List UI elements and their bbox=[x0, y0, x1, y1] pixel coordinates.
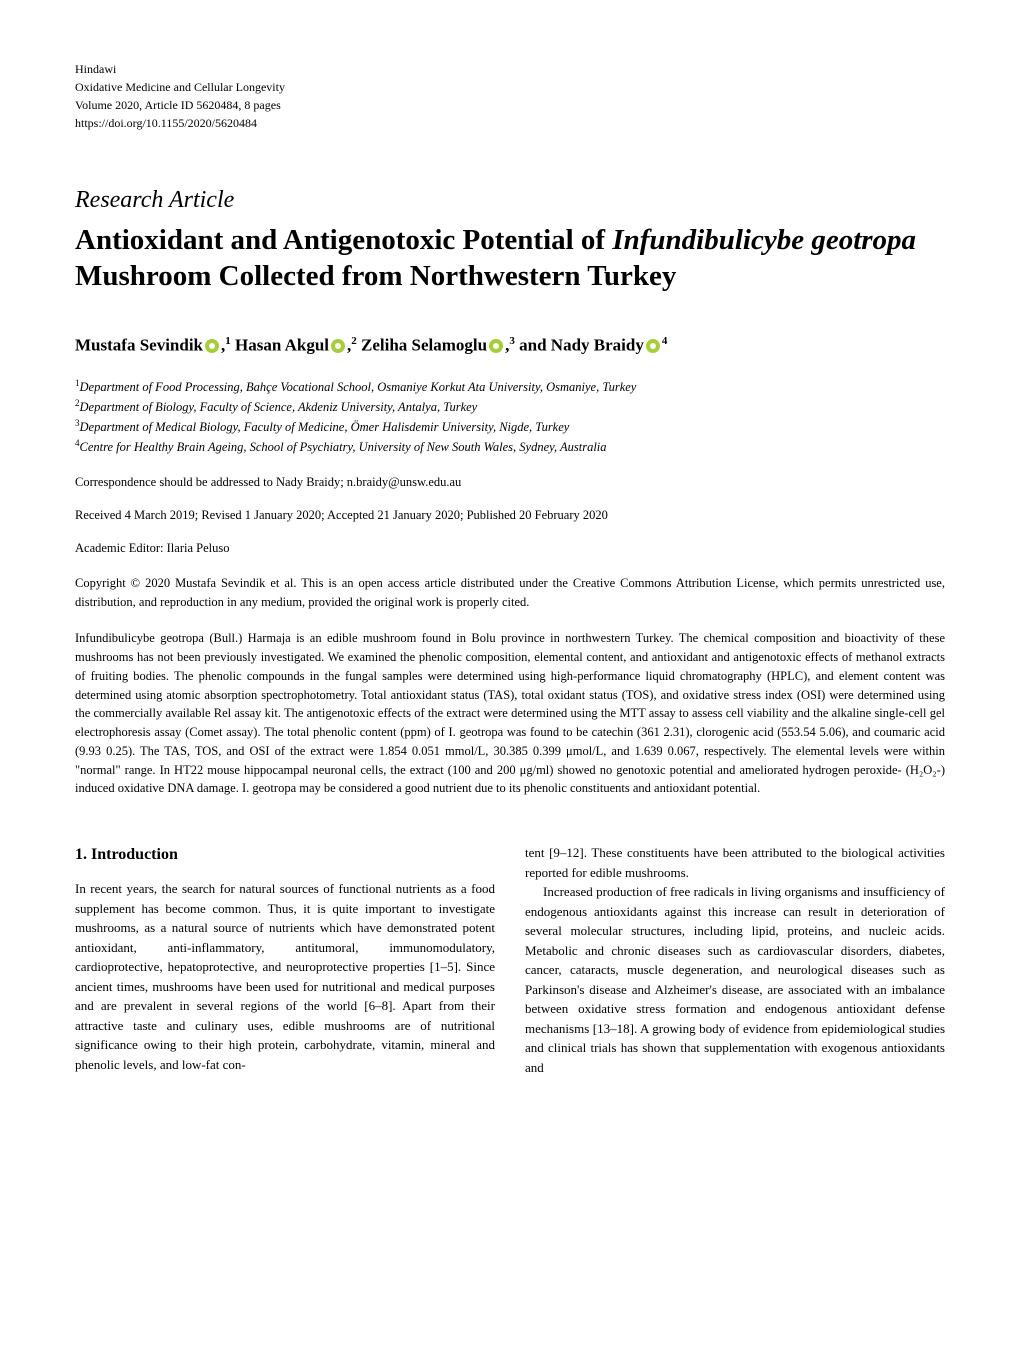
journal-info: Hindawi Oxidative Medicine and Cellular … bbox=[75, 60, 945, 132]
intro-paragraph-1-cont: tent [9–12]. These constituents have bee… bbox=[525, 843, 945, 882]
title-part2: Mushroom Collected from Northwestern Tur… bbox=[75, 260, 676, 292]
author-3: Zeliha Selamoglu bbox=[361, 335, 487, 354]
publisher: Hindawi bbox=[75, 60, 945, 78]
author-2-sup: 2 bbox=[351, 335, 357, 347]
article-type: Research Article bbox=[75, 187, 945, 214]
orcid-icon bbox=[331, 339, 345, 353]
academic-editor: Academic Editor: Ilaria Peluso bbox=[75, 541, 945, 556]
affiliations: 1Department of Food Processing, Bahçe Vo… bbox=[75, 377, 945, 457]
intro-paragraph-2: Increased production of free radicals in… bbox=[525, 882, 945, 1077]
authors: Mustafa Sevindik,1 Hasan Akgul,2 Zeliha … bbox=[75, 335, 945, 356]
column-right: tent [9–12]. These constituents have bee… bbox=[525, 843, 945, 1077]
affiliation-3: 3Department of Medical Biology, Faculty … bbox=[75, 417, 945, 437]
body-columns: 1. Introduction In recent years, the sea… bbox=[75, 843, 945, 1077]
article-title: Antioxidant and Antigenotoxic Potential … bbox=[75, 222, 945, 295]
dates: Received 4 March 2019; Revised 1 January… bbox=[75, 508, 945, 523]
title-italic: Infundibulicybe geotropa bbox=[612, 224, 916, 256]
abstract: Infundibulicybe geotropa (Bull.) Harmaja… bbox=[75, 629, 945, 798]
copyright: Copyright © 2020 Mustafa Sevindik et al.… bbox=[75, 574, 945, 612]
section-heading: 1. Introduction bbox=[75, 843, 495, 867]
author-and: and bbox=[515, 335, 551, 354]
correspondence: Correspondence should be addressed to Na… bbox=[75, 475, 945, 490]
orcid-icon bbox=[205, 339, 219, 353]
affiliation-1: 1Department of Food Processing, Bahçe Vo… bbox=[75, 377, 945, 397]
author-1: Mustafa Sevindik bbox=[75, 335, 203, 354]
volume-line: Volume 2020, Article ID 5620484, 8 pages bbox=[75, 96, 945, 114]
affiliation-4: 4Centre for Healthy Brain Ageing, School… bbox=[75, 437, 945, 457]
author-2: Hasan Akgul bbox=[235, 335, 329, 354]
orcid-icon bbox=[646, 339, 660, 353]
orcid-icon bbox=[489, 339, 503, 353]
doi: https://doi.org/10.1155/2020/5620484 bbox=[75, 114, 945, 132]
author-1-sup: 1 bbox=[225, 335, 231, 347]
author-4: Nady Braidy bbox=[551, 335, 644, 354]
column-left: 1. Introduction In recent years, the sea… bbox=[75, 843, 495, 1077]
intro-paragraph-1: In recent years, the search for natural … bbox=[75, 879, 495, 1074]
affiliation-2: 2Department of Biology, Faculty of Scien… bbox=[75, 397, 945, 417]
author-4-sup: 4 bbox=[662, 335, 668, 347]
title-part1: Antioxidant and Antigenotoxic Potential … bbox=[75, 224, 612, 256]
journal-name: Oxidative Medicine and Cellular Longevit… bbox=[75, 78, 945, 96]
